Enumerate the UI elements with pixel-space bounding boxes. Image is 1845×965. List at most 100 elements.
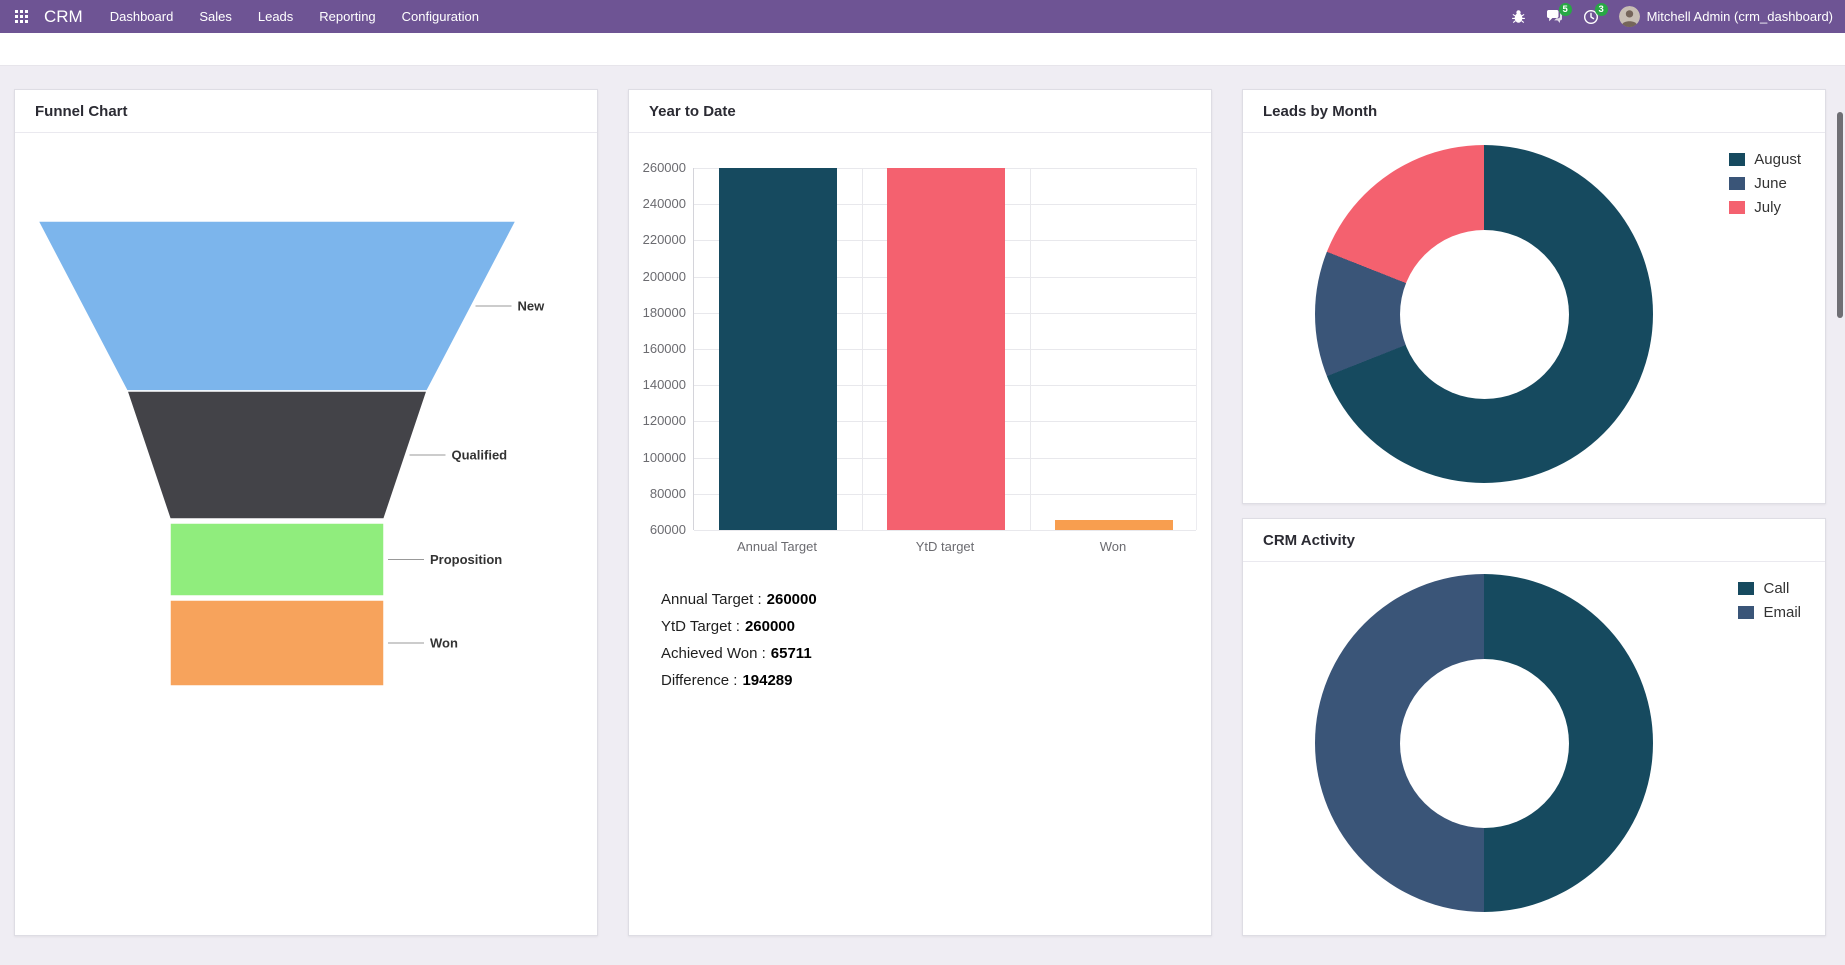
funnel-label-new: New [518, 299, 546, 314]
page-scrollbar[interactable] [1837, 112, 1843, 318]
legend-label: July [1754, 199, 1781, 216]
ytd-stats: Annual Target :260000 YtD Target :260000 A… [661, 586, 1211, 694]
legend-item-july[interactable]: July [1729, 199, 1801, 216]
user-name: Mitchell Admin (crm_dashboard) [1646, 9, 1833, 24]
dashboard-content: Funnel Chart New Qualified Proposition Won … [0, 66, 1845, 936]
stat-value: 194289 [742, 672, 793, 689]
nav-item-reporting[interactable]: Reporting [319, 9, 376, 24]
user-avatar [1618, 6, 1640, 27]
y-tick-label: 240000 [642, 196, 686, 212]
funnel-chart: New Qualified Proposition Won [15, 133, 597, 923]
funnel-segment-new[interactable] [36, 220, 518, 392]
ytd-plot-area: 260000 240000 220000 200000 180000 160000 1400… [643, 160, 1197, 537]
chat-bubble-icon [1546, 10, 1562, 23]
legend-swatch [1729, 153, 1746, 166]
funnel-chart-svg: New Qualified Proposition Won [36, 220, 546, 687]
app-name[interactable]: CRM [44, 6, 83, 26]
debug-button[interactable] [1501, 0, 1536, 33]
y-tick-label: 60000 [649, 522, 686, 537]
year-to-date-card: Year to Date 260000 240000 220000 200000 180… [628, 89, 1212, 936]
activities-button[interactable]: 3 [1573, 0, 1609, 33]
avatar-image [1618, 6, 1640, 27]
crm-activity-chart: Call Email [1243, 562, 1825, 937]
legend-item-email[interactable]: Email [1738, 604, 1801, 621]
x-tick-label-annual-target: Annual Target [737, 539, 817, 554]
y-tick-label: 140000 [642, 377, 686, 393]
nav-item-dashboard[interactable]: Dashboard [109, 9, 174, 24]
legend-swatch [1738, 582, 1755, 595]
y-tick-label: 80000 [649, 485, 686, 501]
leads-by-month-donut[interactable] [1315, 145, 1653, 483]
donut-hole [1399, 658, 1569, 828]
leads-by-month-title: Leads by Month [1243, 90, 1825, 133]
gridline [694, 530, 1196, 531]
legend-label: June [1754, 175, 1787, 192]
funnel-segment-proposition[interactable] [169, 522, 385, 597]
user-menu[interactable]: Mitchell Admin (crm_dashboard) [1609, 0, 1835, 33]
x-tick-label-ytd-target: YtD target [915, 539, 975, 554]
activities-badge: 3 [1594, 3, 1608, 16]
stat-label: Achieved Won : [661, 645, 766, 662]
bug-icon [1511, 10, 1525, 24]
funnel-label-qualified: Qualified [452, 448, 508, 463]
funnel-label-proposition: Proposition [430, 552, 502, 567]
legend-item-august[interactable]: August [1729, 151, 1801, 168]
stat-label: Difference : [661, 672, 738, 689]
stat-label: Annual Target : [661, 591, 762, 608]
y-tick-label: 180000 [642, 304, 686, 320]
y-tick-label: 100000 [642, 449, 686, 465]
funnel-card-title: Funnel Chart [15, 90, 597, 133]
apps-grid-icon [15, 10, 28, 23]
stat-value: 260000 [766, 591, 817, 608]
funnel-segment-won[interactable] [169, 599, 385, 687]
y-tick-label: 220000 [642, 232, 686, 248]
y-tick-label: 260000 [642, 160, 686, 175]
systray: 5 3 Mitchell Admin (crm_dashboard) [1501, 0, 1835, 33]
funnel-label-won: Won [430, 636, 458, 651]
ytd-stat-achieved-won-: Achieved Won :65711 [661, 640, 1211, 667]
nav-item-leads[interactable]: Leads [257, 9, 294, 24]
ytd-bar-chart: 260000 240000 220000 200000 180000 160000 1400… [629, 160, 1211, 554]
legend-label: Call [1763, 580, 1790, 597]
legend-swatch [1729, 201, 1746, 214]
right-column: Leads by Month August June July CRM Activi… [1242, 89, 1826, 936]
leads-by-month-card: Leads by Month August June July [1242, 89, 1826, 504]
leads-by-month-legend: August June July [1729, 151, 1801, 216]
bar-annual-target[interactable] [719, 168, 837, 530]
ytd-stat-annual-target-: Annual Target :260000 [661, 586, 1211, 613]
crm-activity-donut[interactable] [1315, 574, 1653, 912]
nav-item-configuration[interactable]: Configuration [401, 9, 479, 24]
stat-label: YtD Target : [661, 618, 740, 635]
stat-value: 260000 [744, 618, 795, 635]
crm-activity-legend: Call Email [1738, 580, 1801, 621]
messages-button[interactable]: 5 [1536, 0, 1573, 33]
crm-activity-title: CRM Activity [1243, 519, 1825, 562]
legend-label: Email [1763, 604, 1801, 621]
ytd-stat-ytd-target-: YtD Target :260000 [661, 613, 1211, 640]
nav-item-sales[interactable]: Sales [199, 9, 232, 24]
funnel-segment-qualified[interactable] [125, 390, 429, 520]
ytd-card-title: Year to Date [629, 90, 1211, 133]
apps-menu-button[interactable] [6, 4, 37, 29]
legend-label: August [1754, 151, 1801, 168]
legend-item-june[interactable]: June [1729, 175, 1801, 192]
legend-swatch [1738, 606, 1755, 619]
y-tick-label: 120000 [642, 413, 686, 429]
gridline-vertical [862, 168, 863, 530]
y-tick-label: 200000 [642, 268, 686, 284]
bar-won[interactable] [1055, 519, 1173, 530]
ytd-stat-difference-: Difference :194289 [661, 667, 1211, 694]
gridline-vertical [1030, 168, 1031, 530]
stat-value: 65711 [770, 645, 812, 662]
clock-icon [1583, 9, 1598, 24]
crm-activity-card: CRM Activity Call Email [1242, 518, 1826, 936]
control-panel [0, 33, 1845, 66]
bar-ytd-target[interactable] [887, 168, 1005, 530]
messages-badge: 5 [1558, 3, 1572, 16]
legend-item-call[interactable]: Call [1738, 580, 1801, 597]
legend-swatch [1729, 177, 1746, 190]
x-axis-labels: Annual Target YtD target Won [693, 539, 1197, 554]
navbar-menu: Dashboard Sales Leads Reporting Configuratio… [97, 0, 492, 33]
funnel-chart-card: Funnel Chart New Qualified Proposition Won [14, 89, 598, 936]
y-tick-label: 160000 [642, 341, 686, 356]
